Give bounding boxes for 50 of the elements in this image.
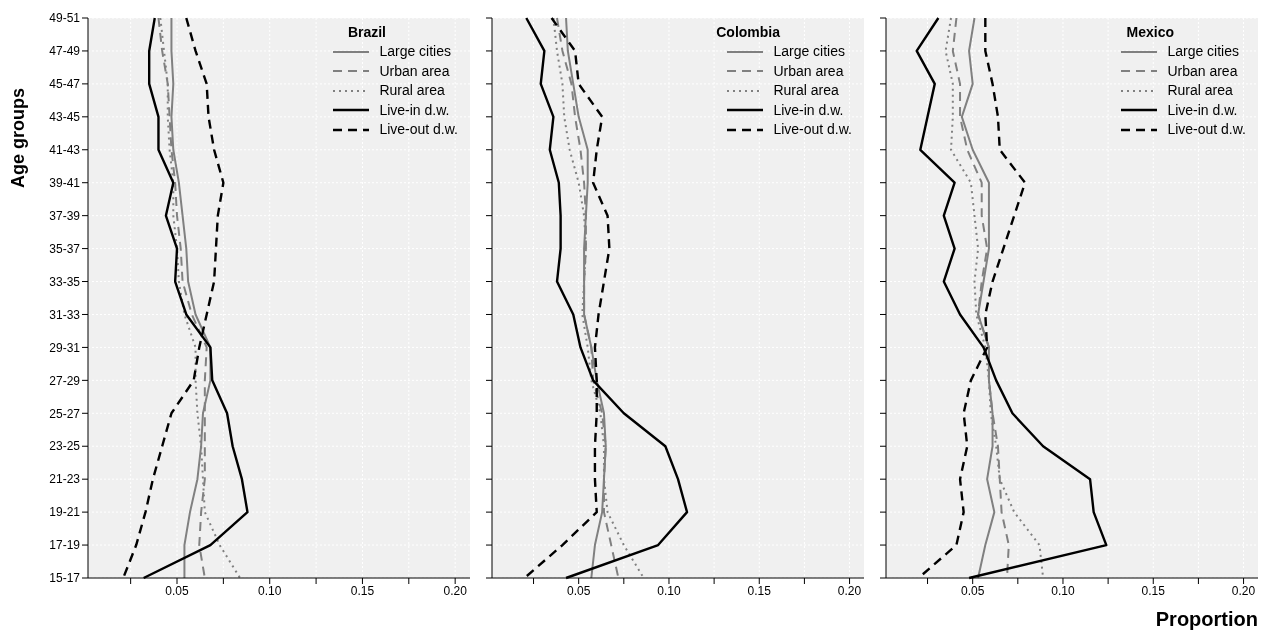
y-tick-label: 25-27 — [49, 406, 81, 421]
chart-title: Brazil — [347, 24, 386, 40]
y-tick-label: 43-45 — [49, 110, 81, 125]
x-tick-label: 0.10 — [1051, 583, 1075, 598]
legend-label: Live-out d.w. — [773, 120, 852, 139]
x-tick-label: 0.15 — [1141, 583, 1166, 598]
chart-title: Colombia — [716, 24, 780, 40]
x-axis-title: Proportion — [1155, 608, 1258, 631]
legend-label: Live-out d.w. — [379, 120, 458, 139]
legend-label: Rural area — [379, 81, 445, 100]
x-tick-label: 0.10 — [258, 583, 282, 598]
y-tick-label: 27-29 — [49, 373, 81, 388]
y-tick-label: 23-25 — [49, 439, 81, 454]
x-tick-label: 0.20 — [443, 583, 468, 598]
y-axis-title: Age groups — [8, 88, 29, 189]
y-tick-label: 15-17 — [49, 571, 81, 586]
y-tick-label: 31-33 — [49, 307, 81, 322]
legend-label: Rural area — [1167, 81, 1233, 100]
y-tick-label: 19-21 — [49, 505, 81, 520]
x-tick-label: 0.15 — [747, 583, 772, 598]
legend-label: Urban area — [379, 61, 450, 81]
y-tick-label: 17-19 — [49, 538, 81, 553]
x-tick-label: 0.05 — [567, 583, 591, 598]
legend-label: Large cities — [1167, 42, 1239, 61]
y-tick-label: 39-41 — [49, 175, 81, 190]
y-tick-label: 21-23 — [49, 472, 81, 487]
legend-label: Live-in d.w. — [1167, 100, 1238, 120]
y-tick-label: 47-49 — [49, 44, 81, 59]
y-tick-label: 33-35 — [49, 274, 81, 289]
y-tick-label: 37-39 — [49, 208, 81, 223]
legend-label: Large cities — [379, 42, 451, 61]
legend-label: Urban area — [773, 61, 844, 81]
chart-title: Mexico — [1126, 24, 1174, 40]
x-tick-label: 0.05 — [961, 583, 985, 598]
y-tick-label: 45-47 — [49, 77, 81, 92]
legend-label: Large cities — [773, 42, 845, 61]
legend-label: Live-in d.w. — [773, 100, 844, 120]
y-tick-label: 35-37 — [49, 241, 81, 256]
y-tick-label: 49-51 — [49, 11, 81, 26]
y-tick-label: 29-31 — [49, 340, 81, 355]
x-tick-label: 0.20 — [837, 583, 862, 598]
x-tick-label: 0.15 — [350, 583, 375, 598]
x-tick-label: 0.05 — [165, 583, 190, 598]
legend-label: Live-in d.w. — [379, 100, 450, 120]
legend-label: Live-out d.w. — [1167, 120, 1246, 139]
x-tick-label: 0.10 — [657, 583, 681, 598]
legend-label: Rural area — [773, 81, 839, 100]
legend-label: Urban area — [1167, 61, 1238, 81]
y-tick-label: 41-43 — [49, 143, 81, 158]
x-tick-label: 0.20 — [1231, 583, 1256, 598]
